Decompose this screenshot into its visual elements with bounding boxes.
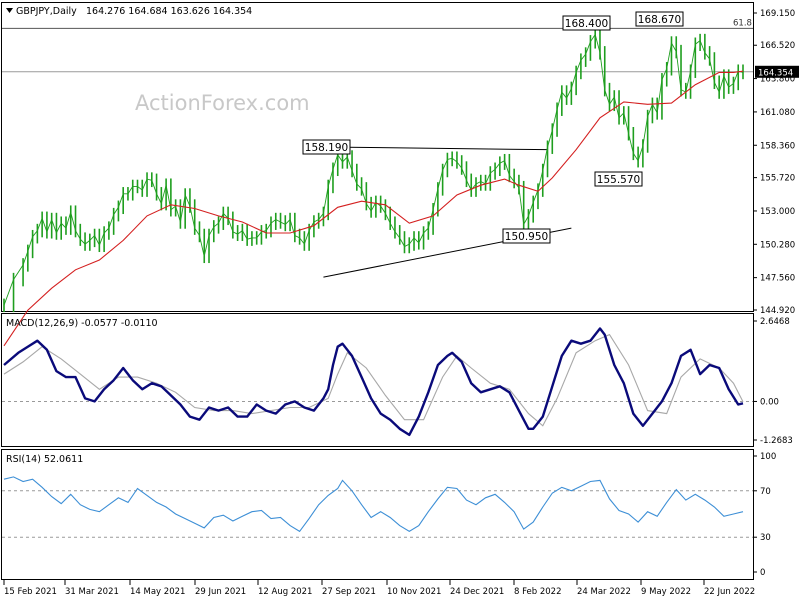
date-tick-label: 15 Feb 2021 — [4, 587, 57, 597]
annotation-label: 168.670 — [638, 14, 681, 26]
price-tick-label: 166.520 — [760, 41, 795, 51]
price-tick-label: 144.920 — [760, 306, 795, 316]
price-title: GBPJPY,Daily 164.276 164.684 163.626 164… — [6, 6, 252, 17]
price-tick-label: 169.150 — [760, 9, 795, 19]
annotation-box — [302, 139, 351, 155]
date-tick-label: 9 May 2022 — [641, 587, 691, 597]
rsi-plot — [2, 476, 753, 538]
rsi-tick-label: 70 — [760, 487, 771, 497]
price-annotations: 158.190 150.950 168.400 155.570 168.670 — [302, 11, 684, 244]
date-tick-label: 24 Dec 2021 — [450, 587, 504, 597]
annotation-label: 150.950 — [505, 231, 548, 243]
price-tick-label: 147.560 — [760, 274, 795, 284]
date-tick-label: 24 Mar 2022 — [577, 587, 631, 597]
date-tick-label: 10 Nov 2021 — [387, 587, 441, 597]
macd-tick-label: 0.00 — [760, 397, 779, 407]
price-tick-label: 150.280 — [760, 240, 795, 250]
date-tick-label: 8 Feb 2022 — [514, 587, 562, 597]
rsi-panel-frame — [1, 449, 754, 580]
date-tick-label: 27 Sep 2021 — [322, 587, 376, 597]
macd-tick-label: -1.2683 — [760, 436, 793, 446]
annotation-box — [594, 171, 643, 187]
trend-line-top-line — [347, 146, 548, 151]
annotation-box — [502, 228, 551, 244]
date-tick-label: 22 Jun 2022 — [704, 587, 755, 597]
price-tick-label: 161.080 — [760, 108, 795, 118]
rsi-line — [3, 476, 744, 533]
rsi-tick-label: 0 — [760, 568, 765, 578]
date-tick-label: 31 Mar 2021 — [65, 587, 119, 597]
price-level-lines: 61.8 — [2, 18, 753, 73]
symbol-label: GBPJPY,Daily — [16, 6, 77, 17]
price-tick-label: 153.000 — [760, 207, 795, 217]
price-panel-frame — [1, 2, 754, 312]
macd-line — [3, 327, 744, 437]
price-tick-label: 155.720 — [760, 174, 795, 184]
macd-tick-label: 2.6468 — [760, 317, 790, 327]
date-tick-label: 14 May 2021 — [130, 587, 185, 597]
macd-title: MACD(12,26,9) -0.0577 -0.0110 — [6, 318, 158, 329]
moving-average-line — [3, 70, 744, 347]
macd-signal-line — [3, 333, 744, 427]
rsi-tick-label: 100 — [760, 452, 776, 462]
macd-panel-frame — [1, 313, 754, 447]
date-tick-label: 29 Jun 2021 — [195, 587, 246, 597]
price-plot — [3, 27, 744, 347]
annotation-label: 155.570 — [597, 174, 640, 186]
price-tick-label: 163.800 — [760, 75, 795, 85]
ohlc-readout: 164.276 164.684 163.626 164.354 — [86, 6, 252, 17]
fib-level-label: 61.8 — [733, 18, 752, 28]
annotation-box — [635, 11, 684, 27]
annotation-box — [562, 15, 611, 31]
y-axes: 169.150 166.520 163.800 161.080 158.360 155.7… — [753, 9, 799, 578]
price-tick-label: 158.360 — [760, 141, 795, 151]
current-price-label: 164.354 — [758, 68, 793, 78]
annotation-label: 158.190 — [305, 142, 348, 154]
collapse-arrow-icon[interactable] — [6, 8, 13, 13]
rsi-title: RSI(14) 52.0611 — [6, 454, 83, 465]
watermark: ActionForex.com — [135, 91, 310, 115]
annotation-label: 168.400 — [565, 18, 608, 30]
current-price-tag — [755, 65, 799, 78]
macd-plot — [2, 327, 753, 437]
x-axis: 15 Feb 2021 31 Mar 2021 14 May 2021 29 Jun … — [3, 580, 755, 597]
rsi-tick-label: 30 — [760, 533, 771, 543]
date-tick-label: 12 Aug 2021 — [258, 587, 312, 597]
